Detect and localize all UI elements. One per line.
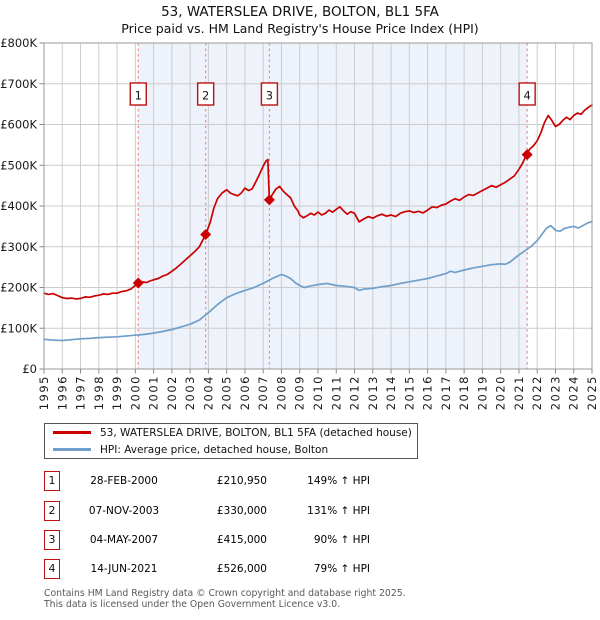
transaction-hpi-delta: 79% ↑ HPI	[313, 563, 370, 575]
transaction-hpi-delta: 90% ↑ HPI	[313, 534, 370, 546]
x-axis-tick-label: 2012	[348, 375, 362, 410]
legend-item-property: 53, WATERSLEA DRIVE, BOLTON, BL1 5FA (de…	[45, 426, 417, 440]
transaction-date: 14-JUN-2021	[90, 563, 158, 575]
x-axis-tick-label: 2015	[402, 375, 416, 410]
sale-marker-badge	[129, 82, 147, 106]
transaction-number-badge: 2	[44, 501, 60, 521]
x-axis-tick-label: 2006	[238, 375, 252, 410]
x-axis-tick-label: 2013	[366, 375, 380, 410]
hpi-average-line	[43, 220, 593, 342]
transaction-number-badge: 1	[44, 471, 60, 491]
transaction-date: 04-MAY-2007	[89, 534, 159, 546]
y-axis-tick-label: £300K	[0, 240, 37, 254]
sale-point-diamond	[521, 149, 533, 161]
y-axis-tick-label: £600K	[0, 118, 37, 132]
x-axis-tick-label: 2011	[329, 375, 343, 410]
x-axis-tick-label: 2016	[421, 375, 435, 410]
x-axis-tick-label: 2024	[567, 375, 581, 410]
sale-marker-badge-number: 4	[523, 89, 530, 103]
chart-legend: 53, WATERSLEA DRIVE, BOLTON, BL1 5FA (de…	[44, 423, 418, 459]
x-axis-tick-label: 1996	[55, 375, 69, 410]
page-title: 53, WATERSLEA DRIVE, BOLTON, BL1 5FA	[161, 4, 439, 20]
x-axis-tick-label: 2020	[494, 375, 508, 410]
sale-point-diamond	[200, 229, 212, 241]
transaction-date: 07-NOV-2003	[88, 505, 160, 517]
x-axis-tick-label: 1999	[110, 375, 124, 410]
price-chart: 1995 1996 1997 1998 1999 2000 2001 2002 2003 2004…	[0, 36, 599, 410]
x-axis-tick-label: 1998	[92, 375, 106, 410]
sale-marker-badge-number: 1	[135, 89, 142, 103]
transaction-price: £415,000	[216, 534, 267, 546]
y-axis-tick-label: £800K	[0, 36, 37, 50]
x-axis-tick-label: 2014	[384, 375, 398, 410]
x-axis-tick-label: 2018	[457, 375, 471, 410]
transaction-price: £210,950	[216, 475, 267, 487]
y-axis-tick-label: £500K	[0, 158, 37, 172]
x-axis-tick-label: 2023	[548, 375, 562, 410]
transaction-hpi-delta: 131% ↑ HPI	[307, 505, 370, 517]
page-subtitle: Price paid vs. HM Land Registry's House …	[121, 21, 479, 36]
transaction-number-badge: 4	[44, 559, 60, 579]
sale-marker-badge	[196, 82, 215, 106]
x-axis-tick-label: 1997	[74, 375, 88, 410]
y-axis-tick-label: £700K	[0, 77, 37, 91]
x-axis-tick-label: 2009	[293, 375, 307, 410]
footer-line: Contains HM Land Registry data © Crown c…	[44, 588, 406, 599]
transaction-row: 2 07-NOV-2003 £330,000 131% ↑ HPI	[0, 501, 600, 523]
x-axis-tick-label: 2003	[183, 375, 197, 410]
transaction-hpi-delta: 149% ↑ HPI	[307, 475, 370, 487]
transaction-row: 3 04-MAY-2007 £415,000 90% ↑ HPI	[0, 530, 600, 552]
x-axis-tick-label: 2008	[274, 375, 288, 410]
transaction-number-badge: 3	[44, 530, 60, 550]
y-axis-tick-label: £400K	[0, 199, 37, 213]
legend-item-hpi: HPI: Average price, detached house, Bolt…	[45, 443, 417, 457]
x-axis-tick-label: 2017	[439, 375, 453, 410]
x-axis-tick-label: 2021	[512, 375, 526, 410]
legend-label: 53, WATERSLEA DRIVE, BOLTON, BL1 5FA (de…	[100, 426, 412, 439]
sale-marker-badge	[260, 82, 279, 106]
transaction-price: £330,000	[216, 505, 267, 517]
x-axis-tick-label: 2007	[256, 375, 270, 410]
transaction-row: 1 28-FEB-2000 £210,950 149% ↑ HPI	[0, 471, 600, 493]
x-axis-tick-label: 2005	[220, 375, 234, 410]
hpi-line-swatch	[53, 448, 91, 451]
transaction-price: £526,000	[216, 563, 267, 575]
sale-marker-badge	[518, 82, 536, 106]
plot-border	[43, 42, 593, 370]
sale-point-diamond	[132, 277, 144, 289]
sale-point-diamond	[263, 194, 275, 206]
x-axis-tick-label: 2004	[201, 375, 215, 410]
sale-marker-badge-number: 3	[266, 89, 273, 103]
x-axis-tick-label: 2000	[128, 375, 142, 410]
footer-line: This data is licensed under the Open Gov…	[44, 599, 341, 610]
x-axis-tick-label: 2001	[147, 375, 161, 410]
x-axis-tick-label: 1995	[37, 375, 51, 410]
x-axis-tick-label: 2019	[475, 375, 489, 410]
x-axis-tick-label: 2022	[530, 375, 544, 410]
y-axis-tick-label: £200K	[0, 281, 37, 295]
property-price-line	[43, 104, 593, 300]
property-line-swatch	[53, 431, 91, 434]
y-axis-tick-label: £0	[22, 362, 37, 376]
license-footer: Contains HM Land Registry data © Crown c…	[44, 588, 406, 610]
transaction-date: 28-FEB-2000	[90, 475, 158, 487]
sale-marker-badge-number: 2	[202, 89, 209, 103]
x-axis-tick-label: 2010	[311, 375, 325, 410]
transaction-row: 4 14-JUN-2021 £526,000 79% ↑ HPI	[0, 559, 600, 581]
y-axis-tick-label: £100K	[0, 321, 37, 335]
legend-label: HPI: Average price, detached house, Bolt…	[100, 443, 329, 456]
x-axis-tick-label: 2002	[165, 375, 179, 410]
x-axis-tick-label: 2025	[585, 375, 599, 410]
